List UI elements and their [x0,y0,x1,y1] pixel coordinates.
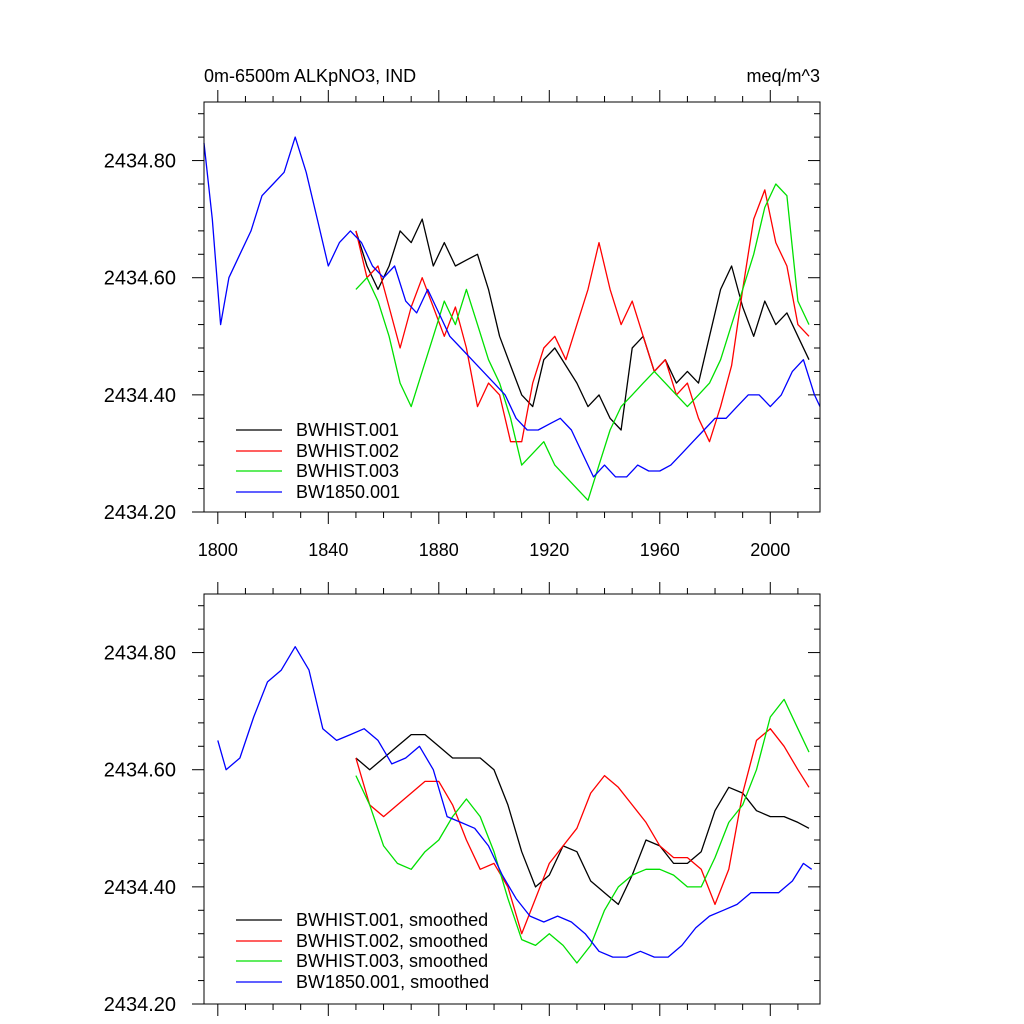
bottom-series-line-3 [355,698,810,964]
x-tick-label: 1960 [640,540,680,560]
top-series-line-1 [355,218,810,431]
y-tick-label: 2434.40 [104,877,176,899]
x-tick-label: 1800 [198,540,238,560]
x-tick-label: 1920 [529,540,569,560]
legend-label: BWHIST.003, smoothed [296,951,488,971]
chart-units: meq/m^3 [747,66,820,86]
y-tick-label: 2434.20 [104,502,176,524]
y-tick-label: 2434.60 [104,268,176,290]
top-plot-frame [203,101,821,513]
x-tick-label: 1880 [419,540,459,560]
top-panel-series [203,136,821,501]
legend-label: BWHIST.002 [296,441,399,461]
bottom-panel-axes: 2434.20 2434.40 2434.60 2434.80 [104,582,820,1016]
y-tick-label: 2434.20 [104,994,176,1016]
chart-title: 0m-6500m ALKpNO3, IND [204,66,416,86]
y-tick-label: 2434.60 [104,760,176,782]
legend-label: BWHIST.002, smoothed [296,931,488,951]
x-tick-label: 2000 [750,540,790,560]
legend-label: BW1850.001, smoothed [296,972,489,992]
top-series-line-4 [203,136,821,478]
top-series-line-2 [355,189,810,443]
bottom-legend: BWHIST.001, smoothed BWHIST.002, smoothe… [236,910,489,992]
y-tick-label: 2434.80 [104,151,176,173]
bottom-plot-frame [203,593,821,1005]
legend-label: BWHIST.001 [296,420,399,440]
y-tick-label: 2434.40 [104,385,176,407]
y-tick-label: 2434.80 [104,643,176,665]
legend-label: BWHIST.001, smoothed [296,910,488,930]
legend-label: BWHIST.003 [296,461,399,481]
bottom-panel: 2434.20 2434.40 2434.60 2434.80 BWHIST.001,… [104,582,821,1016]
x-tick-label: 1840 [308,540,348,560]
legend-label: BW1850.001 [296,482,400,502]
top-panel: 0m-6500m ALKpNO3, IND meq/m^3 1800 1840 18… [104,66,821,560]
bottom-series-line-1 [355,733,810,906]
bottom-series-line-2 [355,728,810,935]
top-legend: BWHIST.001 BWHIST.002 BWHIST.003 BW1850.… [236,420,400,502]
top-series-line-3 [355,183,810,501]
top-panel-axes: 1800 1840 1880 1920 1960 2000 2434.20 2434.40 24… [104,90,820,560]
bottom-series-line-4 [217,646,813,958]
bottom-panel-series [217,646,813,964]
